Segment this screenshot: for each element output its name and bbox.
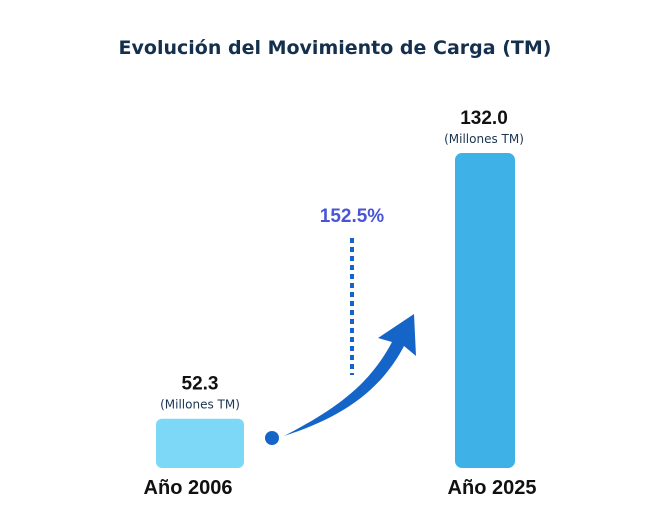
unit-label-2025: (Millones TM) [444, 132, 524, 146]
category-label-2006: Año 2006 [144, 477, 233, 499]
bar-2006 [156, 418, 244, 468]
chart-title: Evolución del Movimiento de Carga (TM) [119, 37, 552, 59]
bar-2025 [455, 153, 515, 468]
value-label-2006: 52.3 [182, 374, 219, 395]
value-label-2025: 132.0 [460, 108, 508, 129]
growth-arrow-icon [284, 314, 416, 436]
growth-percentage-label: 152.5% [320, 206, 385, 227]
category-label-2025: Año 2025 [448, 477, 537, 499]
start-dot [265, 431, 279, 445]
unit-label-2006: (Millones TM) [160, 398, 240, 412]
